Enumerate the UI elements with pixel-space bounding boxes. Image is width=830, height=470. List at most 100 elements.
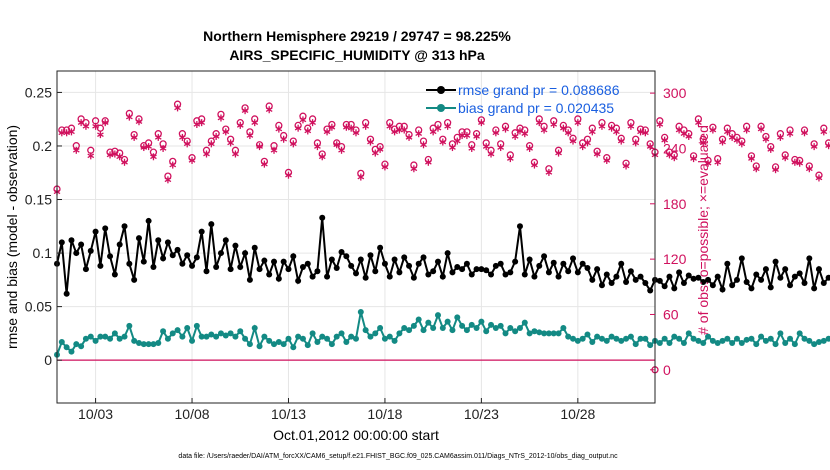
rmse-point — [574, 269, 581, 276]
rmse-point — [627, 268, 634, 275]
bias-point — [825, 335, 830, 342]
rmse-point — [459, 266, 466, 273]
bias-point — [271, 341, 278, 348]
rmse-point — [502, 271, 509, 278]
rmse-point — [169, 252, 176, 259]
rmse-point — [570, 255, 577, 262]
evaluated-obs-point — [299, 116, 307, 124]
evaluated-obs-point — [145, 143, 152, 151]
evaluated-obs-point — [87, 152, 95, 160]
rmse-point — [198, 228, 205, 235]
bias-point — [468, 321, 475, 328]
evaluated-obs-point — [805, 165, 813, 173]
bias-point — [174, 327, 181, 334]
bias-point — [242, 335, 249, 342]
y2-tick-label: 0 — [663, 362, 671, 378]
rmse-point — [343, 253, 350, 260]
evaluated-obs-point — [617, 137, 625, 145]
bias-point — [676, 335, 683, 342]
bias-point — [787, 335, 794, 342]
evaluated-obs-point — [251, 119, 259, 127]
rmse-point — [488, 271, 495, 278]
rmse-point — [656, 277, 663, 284]
evaluated-obs-point — [723, 128, 731, 136]
rmse-point — [131, 276, 138, 283]
bias-point — [637, 335, 644, 342]
y2-tick-label: 60 — [663, 306, 679, 322]
evaluated-obs-point — [752, 165, 760, 173]
bias-point — [324, 335, 331, 342]
rmse-point — [729, 282, 736, 289]
evaluated-obs-point — [453, 137, 461, 145]
evaluated-obs-point — [685, 132, 693, 140]
bias-point — [299, 335, 306, 342]
evaluated-obs-point — [415, 130, 423, 138]
legend-rmse-label: rmse grand pr = 0.088686 — [458, 82, 620, 98]
bias-point — [237, 328, 244, 335]
bias-point — [719, 337, 726, 344]
evaluated-obs-point — [535, 119, 543, 127]
bias-point — [362, 327, 369, 334]
evaluated-obs-point — [174, 104, 181, 112]
rmse-point — [623, 278, 630, 285]
evaluated-obs-point — [695, 119, 702, 127]
evaluated-obs-point — [810, 143, 818, 151]
bias-point — [733, 335, 740, 342]
y-tick-label: 0.1 — [33, 245, 53, 261]
rmse-point — [319, 214, 326, 221]
evaluated-obs-point — [212, 132, 220, 140]
evaluated-obs-point — [410, 165, 418, 173]
legend: rmse grand pr = 0.088686 bias grand pr =… — [426, 82, 620, 116]
rmse-point — [68, 237, 75, 244]
evaluated-obs-point — [154, 133, 162, 141]
rmse-point — [526, 256, 533, 263]
bias-point — [381, 335, 388, 342]
evaluated-obs-point — [68, 128, 75, 136]
evaluated-obs-point — [699, 139, 707, 147]
bias-point — [690, 335, 697, 342]
bias-point — [729, 340, 736, 347]
bias-point — [401, 325, 408, 332]
bias-point — [594, 333, 601, 340]
bias-point — [772, 341, 779, 348]
rmse-point — [232, 242, 239, 249]
bias-point — [131, 337, 138, 344]
evaluated-obs-point — [125, 113, 133, 121]
bias-point — [709, 337, 716, 344]
bias-point — [295, 333, 302, 340]
bias-point — [618, 337, 625, 344]
evaluated-obs-point — [183, 140, 191, 148]
evaluated-obs-point — [391, 128, 398, 136]
evaluated-obs-point — [825, 142, 830, 150]
rmse-point — [140, 258, 147, 265]
rmse-point — [637, 273, 644, 280]
bias-point — [796, 330, 803, 337]
evaluated-obs-point — [627, 122, 635, 130]
bias-point — [444, 318, 451, 325]
bias-point — [275, 338, 282, 345]
bias-point — [73, 341, 80, 348]
evaluated-obs-point — [632, 139, 640, 147]
bias-point — [208, 331, 215, 338]
rmse-point — [758, 276, 765, 283]
bias-point — [266, 337, 273, 344]
rmse-point — [415, 260, 422, 267]
rmse-point — [430, 268, 437, 275]
bias-point — [497, 322, 504, 329]
evaluated-obs-point — [241, 107, 249, 115]
rmse-point — [155, 237, 162, 244]
rmse-point — [449, 269, 456, 276]
rmse-point — [767, 284, 774, 291]
x-tick-label: 10/23 — [464, 406, 499, 422]
evaluated-obs-point — [159, 144, 167, 152]
x-tick-label: 10/28 — [560, 406, 595, 422]
rmse-point — [439, 273, 446, 280]
bias-point — [598, 335, 605, 342]
rmse-point — [135, 235, 142, 242]
evaluated-obs-point — [511, 132, 519, 140]
bias-point — [671, 333, 678, 340]
rmse-point — [213, 263, 220, 270]
rmse-point — [825, 274, 830, 281]
bias-point — [811, 341, 818, 348]
bias-point — [328, 341, 335, 348]
